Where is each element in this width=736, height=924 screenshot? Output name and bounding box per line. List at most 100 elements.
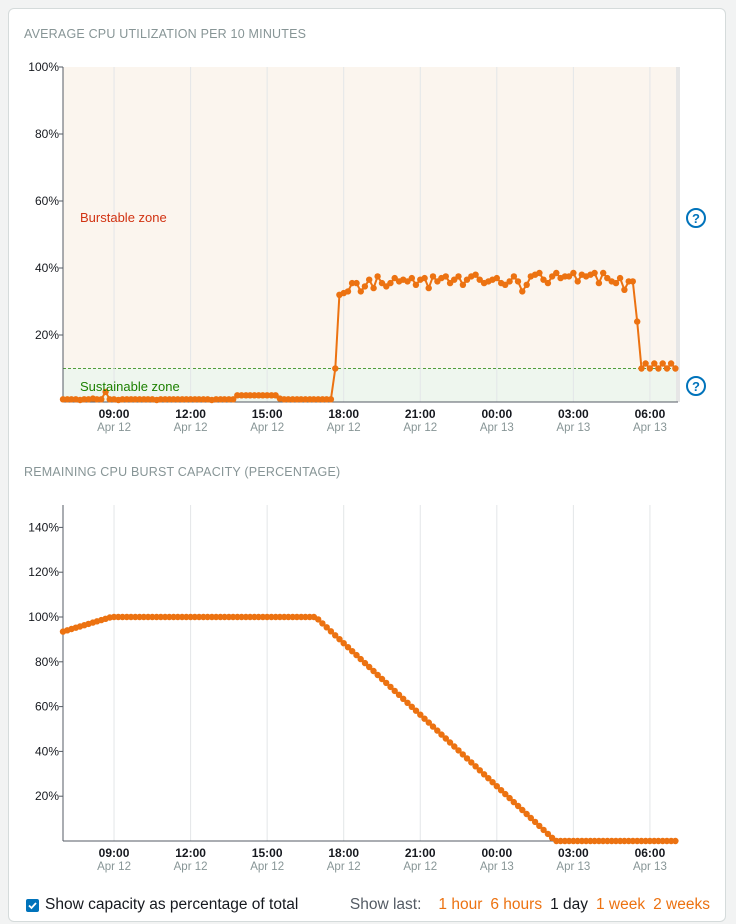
x-tick-date: Apr 12: [250, 861, 284, 873]
cpu-utilization-title: Average CPU utilization per 10 minutes: [24, 27, 307, 41]
data-point: [459, 281, 467, 288]
data-point: [370, 284, 377, 292]
sustainable-help-icon[interactable]: ?: [686, 376, 706, 396]
data-point: [361, 283, 369, 290]
data-point: [442, 273, 449, 280]
data-point: [476, 276, 483, 283]
data-point: [327, 628, 335, 635]
data-point: [429, 273, 437, 280]
x-tick-label: 21:00: [405, 846, 436, 860]
x-tick-date: Apr 12: [97, 422, 131, 434]
checkbox-checked-icon[interactable]: [26, 898, 39, 912]
show-percentage-label: Show capacity as percentage of total: [45, 896, 299, 913]
data-point: [497, 787, 505, 794]
burst-capacity-title: Remaining CPU burst capacity (percentage…: [24, 465, 341, 479]
data-point: [391, 274, 398, 282]
data-point: [323, 624, 330, 631]
data-point: [378, 675, 386, 683]
data-point: [429, 723, 437, 730]
data-point: [519, 806, 526, 814]
data-point: [349, 648, 356, 655]
data-point: [395, 691, 403, 698]
burstable-zone-label: Burstable zone: [80, 210, 167, 225]
data-point: [565, 273, 573, 280]
data-point: [651, 360, 658, 367]
data-point: [412, 281, 420, 288]
data-point: [672, 365, 679, 372]
data-point: [370, 667, 377, 675]
data-point: [336, 636, 343, 643]
y-tick-label: 60%: [35, 194, 59, 208]
data-point: [536, 269, 543, 277]
show-last-label: Show last:: [349, 896, 422, 913]
y-tick-label: 120%: [28, 565, 59, 579]
data-point: [646, 365, 654, 372]
x-tick-date: Apr 13: [556, 861, 590, 873]
data-point: [408, 703, 415, 710]
data-point: [570, 269, 577, 277]
future-region-strip: [676, 67, 680, 402]
data-point: [361, 659, 369, 667]
range-1-hour[interactable]: 1 hour: [438, 896, 483, 913]
range-2-weeks[interactable]: 2 weeks: [653, 896, 710, 913]
x-tick-date: Apr 12: [97, 861, 131, 873]
show-percentage-toggle[interactable]: Show capacity as percentage of total: [26, 896, 298, 914]
data-point: [485, 775, 492, 782]
data-point: [574, 278, 581, 285]
x-tick-date: Apr 12: [174, 422, 208, 434]
range-6-hours[interactable]: 6 hours: [490, 896, 543, 913]
data-point: [404, 699, 411, 706]
data-point: [655, 365, 662, 372]
x-tick-date: Apr 12: [250, 422, 284, 434]
data-point: [357, 655, 364, 663]
data-point: [195, 396, 203, 403]
data-point: [604, 274, 611, 282]
data-point: [523, 281, 530, 288]
data-point: [540, 826, 547, 834]
x-tick-label: 12:00: [175, 407, 206, 421]
burstable-help-icon[interactable]: ?: [686, 208, 706, 228]
data-point: [374, 273, 381, 280]
data-point: [425, 284, 432, 292]
data-point: [463, 755, 471, 762]
range-1-day[interactable]: 1 day: [550, 896, 588, 913]
data-point: [315, 616, 322, 623]
data-point: [451, 743, 458, 750]
x-tick-label: 00:00: [481, 846, 512, 860]
data-point: [455, 273, 462, 280]
data-point: [93, 396, 101, 403]
y-tick-label: 40%: [35, 744, 59, 758]
data-point: [366, 663, 373, 671]
data-point: [493, 274, 500, 282]
x-tick-label: 00:00: [481, 407, 512, 421]
data-point: [357, 288, 364, 295]
burstable-zone-area: [63, 67, 678, 369]
x-tick-label: 06:00: [635, 407, 666, 421]
data-point: [476, 767, 483, 774]
data-point: [502, 790, 509, 798]
data-point: [340, 640, 347, 647]
data-point: [502, 281, 509, 288]
data-point: [238, 392, 245, 399]
data-point: [353, 651, 360, 659]
x-tick-label: 12:00: [175, 846, 206, 860]
data-point: [527, 814, 534, 822]
data-point: [221, 396, 228, 403]
range-1-week[interactable]: 1 week: [596, 896, 646, 913]
data-point: [480, 771, 488, 778]
data-point: [553, 269, 560, 277]
data-point: [425, 719, 432, 726]
data-point: [442, 735, 449, 742]
x-tick-date: Apr 12: [327, 422, 361, 434]
sustainable-zone-label: Sustainable zone: [80, 379, 180, 394]
data-point: [459, 751, 466, 758]
data-point: [387, 683, 394, 691]
data-point: [434, 727, 441, 734]
data-point: [634, 318, 641, 325]
data-point: [638, 365, 645, 372]
data-point: [446, 739, 454, 746]
x-tick-label: 03:00: [558, 407, 589, 421]
data-point: [489, 779, 496, 786]
data-point: [366, 276, 373, 283]
y-tick-label: 100%: [28, 610, 59, 624]
